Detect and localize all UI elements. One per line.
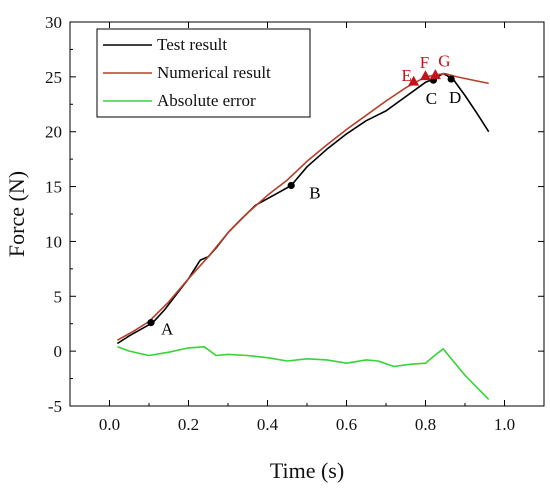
- y-tick-label: 15: [45, 178, 62, 197]
- x-tick-label: 0.8: [415, 415, 436, 434]
- series-layer: [116, 72, 490, 400]
- point-marker-b: [287, 181, 295, 190]
- points-layer: A B C D EF G: [147, 52, 461, 339]
- x-tick-label: 0.2: [178, 415, 199, 434]
- legend-label-numerical-result: Numerical result: [157, 63, 271, 82]
- point-marker-d: [447, 75, 455, 83]
- legend-label-absolute-error: Absolute error: [157, 91, 256, 110]
- x-axis-ticks: 0.0 0.2 0.4 0.6 0.8 1.0: [99, 22, 515, 434]
- y-tick-label: 20: [45, 123, 62, 142]
- point-label-b: B: [309, 183, 320, 202]
- point-label-c: C: [426, 89, 437, 108]
- x-tick-label: 1.0: [494, 415, 515, 434]
- point-marker-f: [420, 70, 431, 81]
- series-line-absolute-error: [117, 345, 490, 400]
- x-tick-label: 0.0: [99, 415, 120, 434]
- series-line-numerical-result: [117, 72, 489, 341]
- point-marker-a: [147, 319, 155, 327]
- y-tick-label: -5: [48, 397, 62, 416]
- point-marker-g: [429, 69, 441, 80]
- legend-label-test-result: Test result: [157, 35, 227, 54]
- y-axis-ticks: -5 0 5 10 15 20 25 30: [45, 13, 544, 416]
- y-tick-label: 5: [54, 287, 63, 306]
- x-tick-label: 0.6: [336, 415, 357, 434]
- y-tick-label: 10: [45, 232, 62, 251]
- x-tick-label: 0.4: [257, 415, 279, 434]
- y-tick-label: 25: [45, 68, 62, 87]
- y-tick-label: 30: [45, 13, 62, 32]
- point-label-f: F: [420, 53, 429, 72]
- x-axis-label: Time (s): [270, 458, 344, 483]
- point-label-d: D: [449, 88, 461, 107]
- y-axis-label: Force (N): [4, 171, 29, 257]
- point-label-a: A: [161, 320, 174, 339]
- point-label-e: E: [401, 66, 411, 85]
- y-tick-label: 0: [54, 342, 63, 361]
- point-marker-e: [408, 75, 420, 86]
- point-label-g: G: [438, 52, 450, 71]
- legend: Test result Numerical result Absolute er…: [96, 28, 311, 118]
